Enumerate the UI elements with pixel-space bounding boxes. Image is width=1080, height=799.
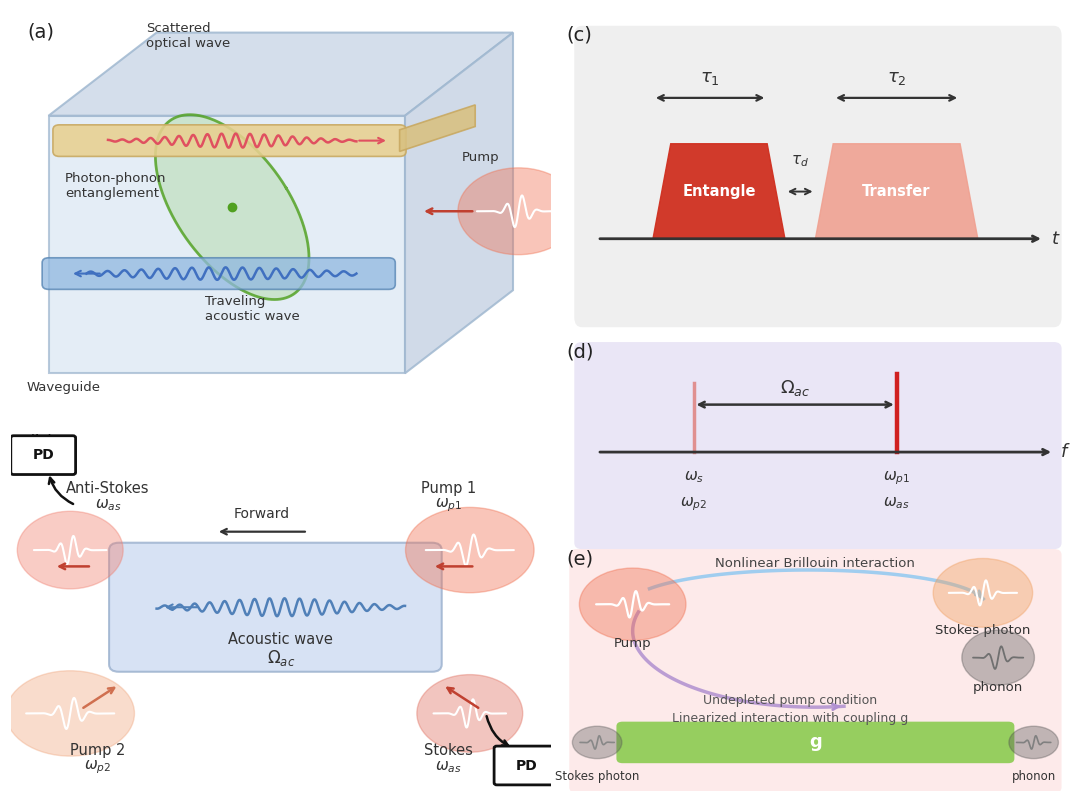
Text: Stokes: Stokes — [423, 743, 473, 757]
Text: $\omega_{p1}$: $\omega_{p1}$ — [434, 496, 462, 514]
Ellipse shape — [406, 507, 534, 593]
FancyBboxPatch shape — [575, 26, 1062, 328]
Text: $\omega_{p2}$: $\omega_{p2}$ — [680, 495, 707, 513]
Text: phonon: phonon — [973, 681, 1023, 694]
Text: $f$: $f$ — [1061, 443, 1070, 461]
Text: $\omega_s$: $\omega_s$ — [684, 469, 703, 485]
Text: Pump: Pump — [462, 151, 499, 164]
FancyBboxPatch shape — [49, 116, 405, 373]
Ellipse shape — [1009, 726, 1058, 758]
Text: Transfer: Transfer — [862, 184, 931, 199]
Ellipse shape — [962, 630, 1035, 686]
Text: Scattered
optical wave: Scattered optical wave — [146, 22, 230, 50]
Text: Undepleted pump condition: Undepleted pump condition — [703, 694, 877, 707]
Polygon shape — [653, 144, 785, 239]
Ellipse shape — [579, 568, 686, 641]
Ellipse shape — [6, 670, 134, 756]
Text: PD: PD — [32, 448, 54, 463]
Text: $t$: $t$ — [1052, 230, 1061, 248]
Text: Stokes photon: Stokes photon — [555, 770, 639, 783]
Text: Photon-phonon
entanglement: Photon-phonon entanglement — [65, 173, 166, 201]
Polygon shape — [405, 33, 513, 373]
Polygon shape — [815, 144, 977, 239]
FancyBboxPatch shape — [42, 258, 395, 289]
Text: Pump 1: Pump 1 — [420, 481, 476, 496]
Text: phonon: phonon — [1012, 770, 1056, 783]
Text: $\Omega_{ac}$: $\Omega_{ac}$ — [267, 648, 295, 668]
Text: $\omega_{as}$: $\omega_{as}$ — [95, 497, 121, 513]
Text: $\tau_1$: $\tau_1$ — [700, 70, 719, 87]
Text: PD: PD — [515, 759, 538, 773]
Text: Waveguide: Waveguide — [27, 381, 102, 395]
Text: Acoustic wave: Acoustic wave — [228, 633, 334, 647]
Text: Entangle: Entangle — [683, 184, 756, 199]
Polygon shape — [49, 33, 513, 116]
FancyBboxPatch shape — [617, 721, 1014, 763]
Text: g: g — [809, 733, 822, 751]
Text: (c): (c) — [567, 26, 593, 45]
Ellipse shape — [417, 674, 523, 752]
FancyBboxPatch shape — [109, 543, 442, 672]
Text: Nonlinear Brillouin interaction: Nonlinear Brillouin interaction — [715, 557, 916, 570]
Text: Anti-Stokes: Anti-Stokes — [66, 481, 150, 496]
Polygon shape — [400, 105, 475, 152]
Text: $\omega_{as}$: $\omega_{as}$ — [883, 495, 910, 511]
FancyBboxPatch shape — [53, 125, 406, 157]
Ellipse shape — [572, 726, 622, 758]
Ellipse shape — [933, 559, 1032, 627]
Text: $\tau_d$: $\tau_d$ — [792, 153, 809, 169]
Ellipse shape — [17, 511, 123, 589]
Text: Pump: Pump — [613, 637, 651, 650]
Text: Forward: Forward — [234, 507, 289, 522]
Text: (b): (b) — [27, 434, 54, 453]
Text: $\Omega_{ac}$: $\Omega_{ac}$ — [780, 378, 810, 398]
Text: (a): (a) — [27, 22, 54, 42]
FancyBboxPatch shape — [494, 746, 558, 785]
Text: (e): (e) — [567, 549, 594, 568]
Ellipse shape — [458, 168, 579, 255]
Text: $\omega_{p2}$: $\omega_{p2}$ — [83, 758, 111, 776]
Text: $\omega_{p1}$: $\omega_{p1}$ — [883, 469, 910, 487]
Text: (d): (d) — [567, 342, 594, 361]
Text: Linearized interaction with coupling g: Linearized interaction with coupling g — [672, 712, 908, 725]
Text: Traveling
acoustic wave: Traveling acoustic wave — [205, 295, 300, 323]
Text: $\tau_2$: $\tau_2$ — [887, 70, 906, 87]
Text: Stokes photon: Stokes photon — [935, 624, 1030, 637]
Text: $\omega_{as}$: $\omega_{as}$ — [435, 760, 461, 775]
Polygon shape — [156, 115, 309, 300]
Text: Pump 2: Pump 2 — [69, 743, 125, 757]
FancyBboxPatch shape — [569, 549, 1062, 793]
FancyBboxPatch shape — [575, 342, 1062, 549]
FancyBboxPatch shape — [11, 435, 76, 475]
